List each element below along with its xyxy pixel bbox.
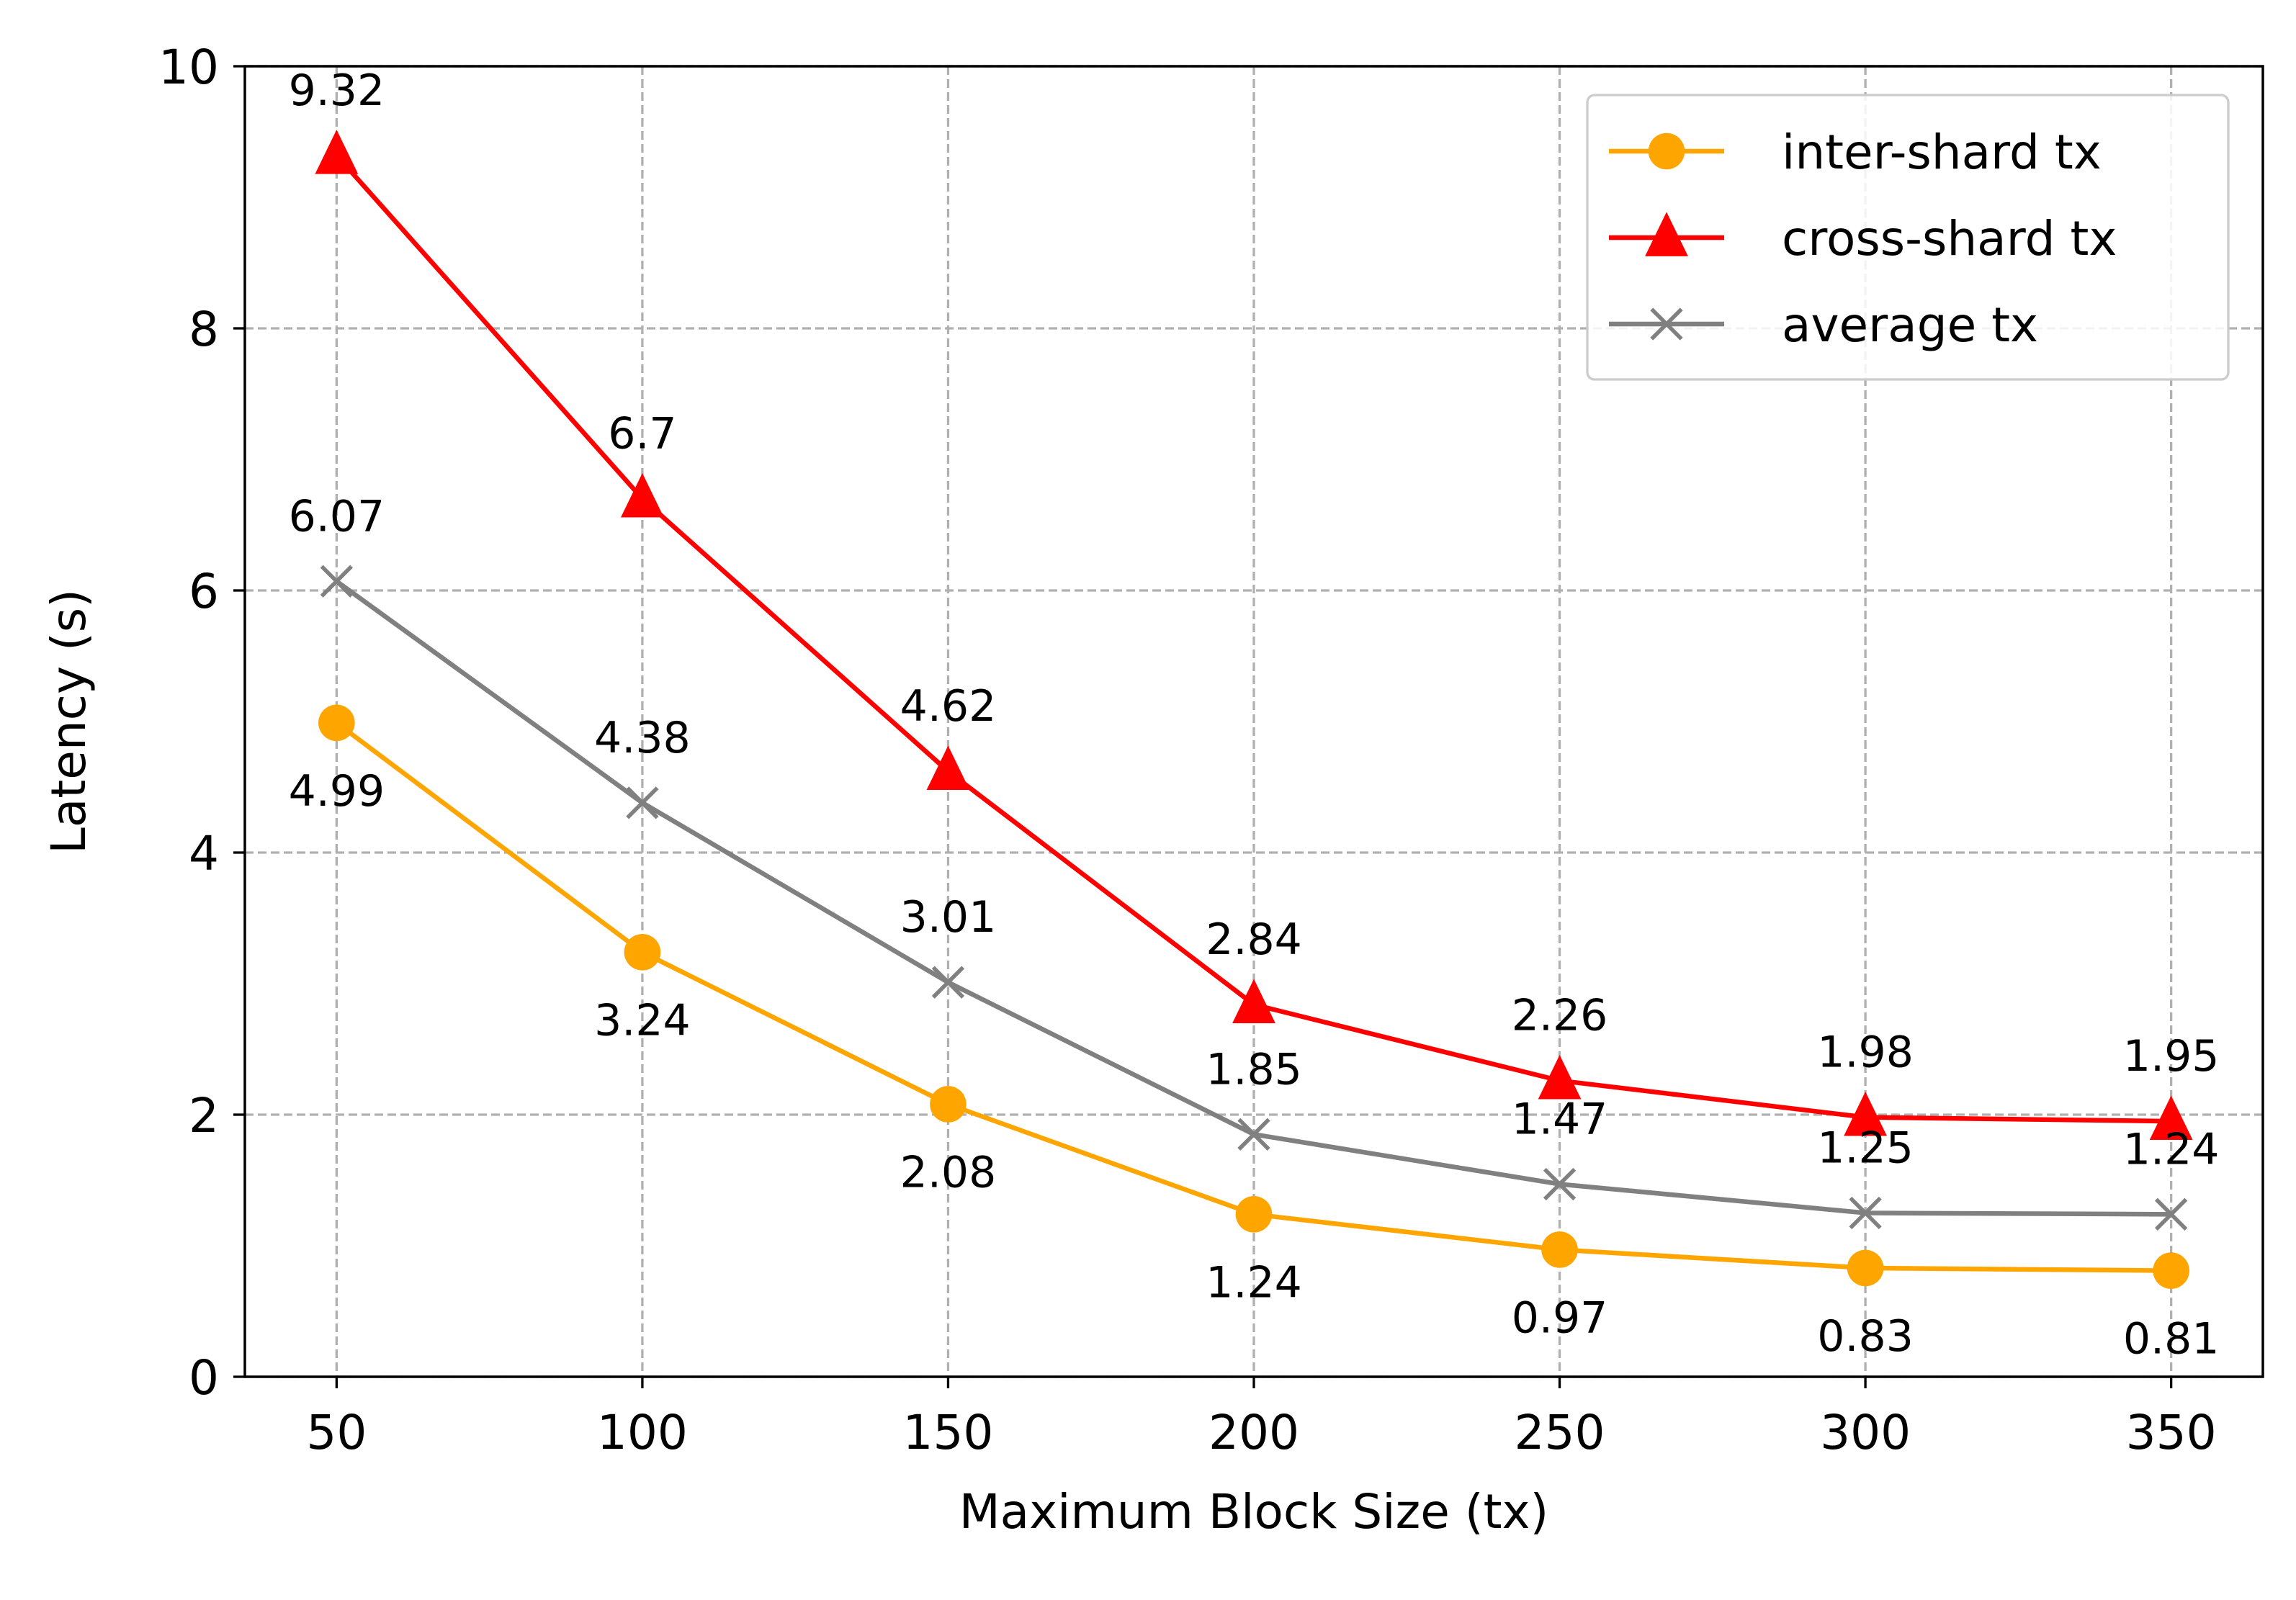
- data-point-triangle: [926, 745, 970, 791]
- data-label: 6.7: [608, 409, 676, 459]
- data-point-circle: [1648, 132, 1685, 170]
- legend-box: [1586, 94, 2230, 381]
- y-tick-label: 2: [189, 1088, 219, 1143]
- data-label: 2.84: [1206, 914, 1302, 965]
- data-point-x: [1237, 1118, 1270, 1151]
- data-point-circle: [1541, 1231, 1578, 1268]
- data-label: 1.95: [2123, 1031, 2220, 1082]
- data-label: 3.01: [900, 892, 997, 943]
- y-tick-label: 10: [158, 40, 219, 95]
- data-label: 0.97: [1512, 1293, 1608, 1343]
- data-label: 6.07: [289, 491, 385, 541]
- legend-item: cross-shard tx: [1609, 211, 2117, 266]
- data-label: 0.83: [1817, 1311, 1914, 1362]
- x-tick-label: 100: [597, 1405, 688, 1460]
- data-label: 1.25: [1817, 1123, 1914, 1174]
- legend-item: average tx: [1609, 297, 2038, 353]
- x-tick-label: 300: [1820, 1405, 1911, 1460]
- data-point-x: [626, 786, 659, 819]
- data-point-x: [1650, 307, 1683, 341]
- x-tick-label: 50: [306, 1405, 367, 1460]
- data-point-x: [1543, 1167, 1577, 1201]
- x-tick-label: 350: [2126, 1405, 2217, 1460]
- data-point-x: [931, 966, 965, 999]
- data-label: 0.81: [2123, 1314, 2220, 1365]
- data-point-x: [1849, 1196, 1882, 1230]
- data-point-triangle: [1645, 212, 1688, 256]
- data-label-group: 4.99 3.24 2.08 1.24 0.97 0.83 0.81 9.32 6.7 4.62 2…: [289, 66, 2220, 1365]
- series-cross-shard-tx: [315, 130, 2193, 1140]
- x-axis-title: Maximum Block Size (tx): [959, 1484, 1549, 1540]
- data-point-circle: [2153, 1252, 2189, 1289]
- y-tick-label: 8: [189, 302, 219, 357]
- y-tick-label: 6: [189, 564, 219, 619]
- data-label: 2.08: [900, 1147, 997, 1197]
- data-point-triangle: [1538, 1055, 1582, 1100]
- data-label: 1.98: [1817, 1028, 1914, 1078]
- x-tick-label: 150: [902, 1405, 993, 1460]
- y-axis-title: Latency (s): [41, 589, 97, 854]
- series-group: [315, 130, 2193, 1289]
- data-label: 1.24: [2123, 1124, 2220, 1174]
- legend-label: inter-shard tx: [1782, 125, 2102, 180]
- legend: inter-shard tx cross-shard tx average tx: [1586, 94, 2230, 381]
- y-tick-label: 0: [189, 1350, 219, 1406]
- data-point-circle: [624, 934, 661, 971]
- data-point-triangle: [621, 472, 664, 518]
- data-label: 1.24: [1206, 1257, 1302, 1308]
- legend-label: average tx: [1782, 297, 2038, 353]
- data-label: 1.85: [1206, 1044, 1302, 1095]
- data-point-triangle: [2149, 1095, 2193, 1140]
- data-point-circle: [1235, 1196, 1273, 1233]
- legend-item: inter-shard tx: [1609, 125, 2102, 180]
- data-label: 2.26: [1512, 991, 1608, 1041]
- series-average-tx: [320, 565, 2188, 1231]
- data-point-triangle: [1232, 979, 1275, 1023]
- y-tick-label: 4: [189, 826, 219, 881]
- data-label: 1.47: [1512, 1094, 1608, 1144]
- data-point-circle: [318, 704, 355, 742]
- data-point-circle: [1847, 1249, 1884, 1287]
- data-point-x: [2154, 1197, 2188, 1231]
- data-point-triangle: [1844, 1091, 1887, 1136]
- x-tick-label: 200: [1208, 1405, 1299, 1460]
- series-inter-shard-tx: [318, 704, 2189, 1289]
- x-tick-label: 250: [1515, 1405, 1605, 1460]
- data-label: 4.38: [594, 713, 691, 763]
- data-point-triangle: [315, 130, 359, 174]
- data-label: 4.99: [289, 766, 385, 817]
- data-label: 4.62: [900, 681, 997, 732]
- legend-label: cross-shard tx: [1782, 211, 2117, 266]
- data-point-x: [320, 565, 354, 598]
- data-label: 9.32: [289, 66, 385, 116]
- data-point-circle: [930, 1086, 967, 1123]
- data-label: 3.24: [594, 995, 691, 1046]
- axis-ticks: 50 100 150 200 250 300 350 0 2 4 6 8 10: [158, 40, 2217, 1460]
